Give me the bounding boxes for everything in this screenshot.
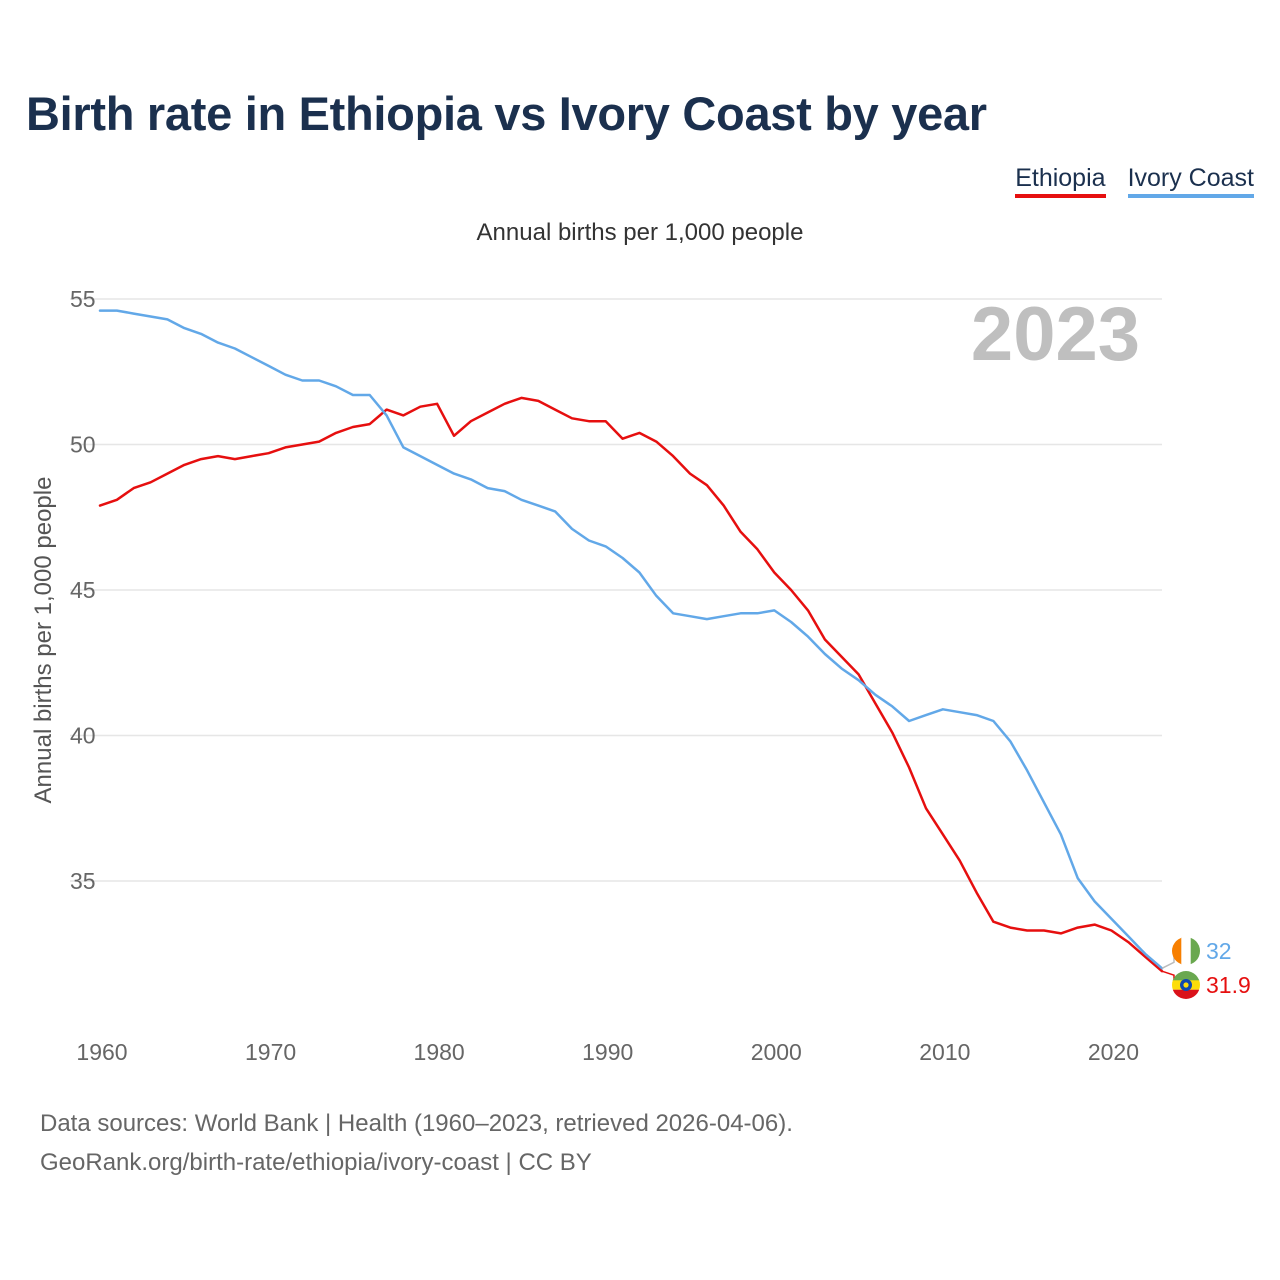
y-tick-label: 50 (70, 432, 96, 458)
chart-title: Birth rate in Ethiopia vs Ivory Coast by… (26, 87, 987, 140)
footer: Data sources: World Bank | Health (1960–… (40, 1104, 793, 1182)
y-tick-label: 40 (70, 723, 96, 749)
legend-item-ethiopia[interactable]: Ethiopia (1015, 164, 1106, 198)
x-tick-label: 2020 (1088, 1039, 1139, 1065)
source-note: Data sources: World Bank | Health (1960–… (40, 1110, 793, 1137)
y-tick-label: 55 (70, 286, 96, 312)
x-tick-label: 1980 (414, 1039, 465, 1065)
source-link[interactable]: GeoRank.org/birth-rate/ethiopia/ivory-co… (40, 1149, 592, 1176)
ethiopia-flag-icon (1172, 971, 1200, 999)
x-tick-label: 2000 (751, 1039, 802, 1065)
legend-item-ivory-coast[interactable]: Ivory Coast (1127, 164, 1254, 198)
series-line-ivory-coast[interactable] (98, 309, 1164, 970)
x-tick-label: 1960 (76, 1039, 127, 1065)
end-value-ethiopia: 31.9 (1206, 972, 1251, 998)
year-watermark: 2023 (971, 292, 1140, 377)
chart-subtitle: Annual births per 1,000 people (477, 219, 804, 246)
end-value-ivory-coast: 32 (1206, 938, 1232, 964)
y-tick-label: 35 (70, 868, 96, 894)
x-tick-label: 2010 (919, 1039, 970, 1065)
y-tick-label: 45 (70, 577, 96, 603)
y-axis-label: Annual births per 1,000 people (30, 477, 57, 804)
legend: Ethiopia Ivory Coast (1015, 164, 1254, 198)
ivory-coast-flag-icon (1172, 937, 1200, 965)
x-tick-label: 1970 (245, 1039, 296, 1065)
x-tick-label: 1990 (582, 1039, 633, 1065)
series-line-ethiopia[interactable] (98, 396, 1164, 973)
